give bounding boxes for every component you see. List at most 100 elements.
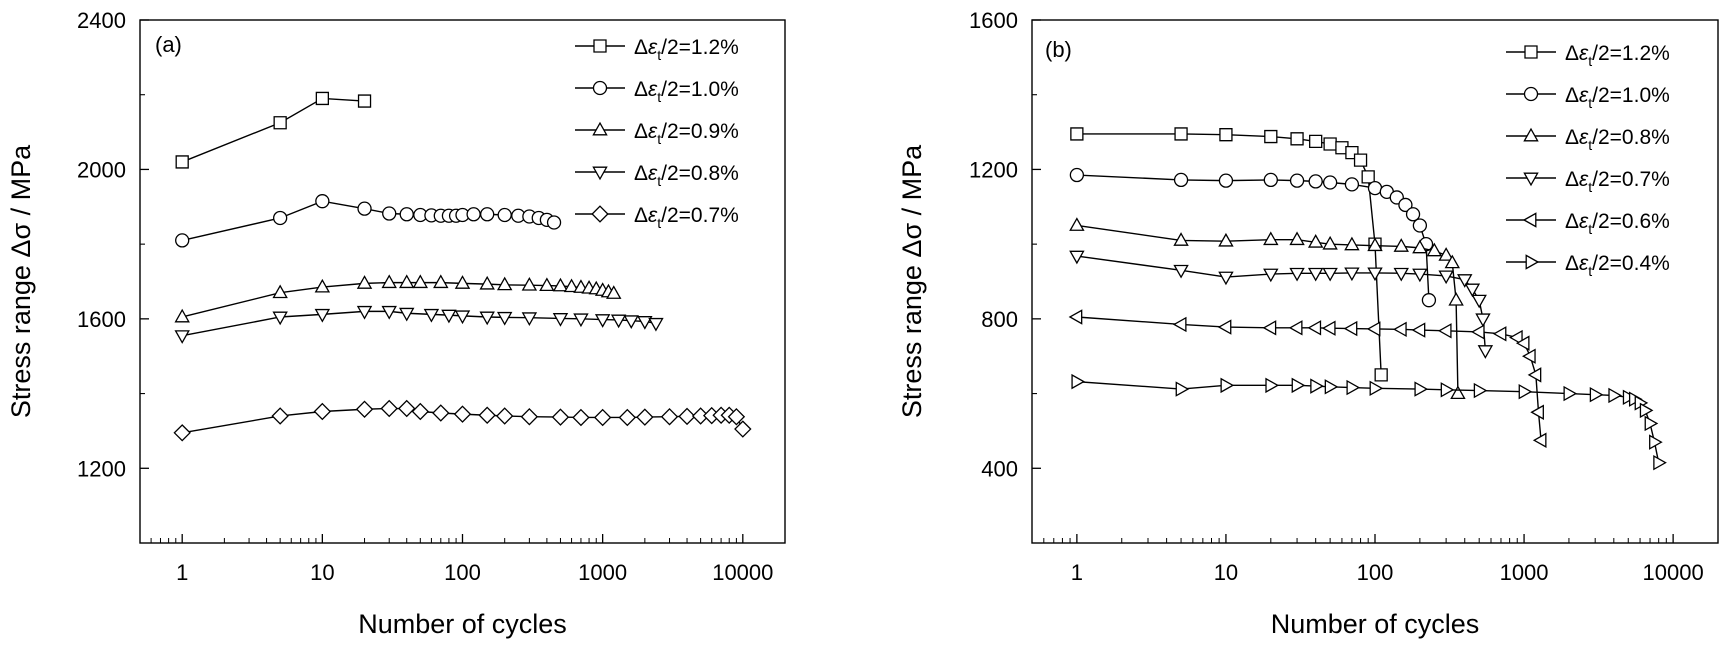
x-tick-label: 10000 [1643,560,1704,585]
data-point [1393,238,1409,252]
x-tick-label: 1000 [578,560,627,585]
data-point [1218,271,1234,286]
data-point [1175,381,1190,397]
data-point [552,313,569,327]
data-point [1322,267,1338,282]
data-point [1322,235,1338,250]
data-point [1263,172,1278,188]
data-point [521,312,538,326]
series-4 [1068,309,1547,448]
legend-marker [1522,212,1537,228]
legend-entry-1: Δεt/2=1.0% [575,78,739,105]
data-point [1344,236,1360,251]
data-point [1344,267,1360,282]
data-point [1353,153,1368,167]
data-point [1309,134,1323,149]
y-axis-title: Stress range Δσ / MPa [897,144,927,418]
data-point [539,277,555,292]
series-line [1076,133,1382,375]
data-point [1263,268,1279,283]
y-tick-label: 800 [981,307,1018,332]
x-tick-label: 1 [1071,560,1083,585]
legend-entry-3: Δεt/2=0.7% [1506,168,1670,195]
data-point [1411,322,1426,338]
data-point [399,207,414,222]
legend-marker [1524,45,1538,59]
data-point [1473,382,1488,399]
data-point [1218,232,1234,247]
legend-entry-4: Δεt/2=0.6% [1506,210,1670,237]
data-point [520,408,539,426]
chart-panel-a: 1200 1600 2000 2400 1 10 100 1000 10000 Number of… [6,8,786,639]
data-point [1509,329,1523,346]
data-point [551,408,570,426]
series-2 [1069,217,1466,400]
data-point [572,408,590,427]
data-point [496,311,513,326]
data-point [272,284,288,299]
data-point [1437,323,1452,339]
data-point [552,277,569,292]
legend-entry-0: Δεt/2=1.2% [1506,42,1670,69]
data-point [1219,128,1233,142]
data-point [175,233,190,248]
data-point [495,407,514,425]
data-point [1173,232,1189,246]
data-point [1173,264,1189,279]
data-point [399,274,415,289]
data-point [1639,402,1654,419]
legend-marker [1523,86,1539,102]
data-point [355,400,374,418]
data-point [1522,348,1536,364]
chart-panel-b: 400 800 1200 1600 1 10 100 1000 10000 Number of c… [897,8,1719,639]
legend-label-3: Δεt/2=0.7% [1565,168,1670,195]
data-point [173,424,191,442]
data-point [1218,173,1234,188]
legend-label-1: Δεt/2=1.0% [1565,84,1670,111]
legend-label-0: Δεt/2=1.2% [634,36,739,63]
series-3 [174,305,664,344]
y-tick-label: 2400 [77,8,126,33]
data-point [1471,294,1487,309]
data-point [1217,319,1232,335]
data-point [1324,379,1339,395]
legend-label-4: Δεt/2=0.6% [1565,210,1670,237]
x-tick-label: 10 [310,560,334,585]
data-point [174,308,190,323]
data-point [606,285,622,299]
data-point [593,408,612,427]
data-point [1265,377,1280,394]
data-point [1264,129,1278,144]
data-point [454,310,471,325]
data-point [1070,127,1084,141]
data-point [1322,175,1338,190]
data-point [1515,335,1530,351]
data-point [380,399,398,418]
x-tick-label: 100 [1357,560,1394,585]
legend-marker [1525,254,1540,270]
data-point [381,305,397,320]
legend-marker [1523,172,1539,187]
data-point [1530,404,1544,420]
data-point [1563,385,1578,402]
data-point [1608,387,1623,404]
legend-entry-0: Δεt/2=1.2% [575,36,739,63]
legend-label-4: Δεt/2=0.7% [634,204,739,231]
legend-marker [592,166,608,181]
data-point [1367,180,1383,196]
data-point [1290,132,1304,146]
series-0 [175,91,372,169]
legend-entry-1: Δεt/2=1.0% [1506,84,1670,111]
legend-label-1: Δεt/2=1.0% [634,78,739,105]
legend-entry-4: Δεt/2=0.7% [575,204,739,231]
data-point [594,314,611,328]
data-point [637,316,653,330]
data-point [1393,267,1409,282]
data-point [175,155,189,169]
legend-label-0: Δεt/2=1.2% [1565,42,1670,69]
legend-marker [1523,127,1539,142]
data-point [273,210,288,226]
data-point [610,314,627,329]
data-point [1291,377,1306,394]
